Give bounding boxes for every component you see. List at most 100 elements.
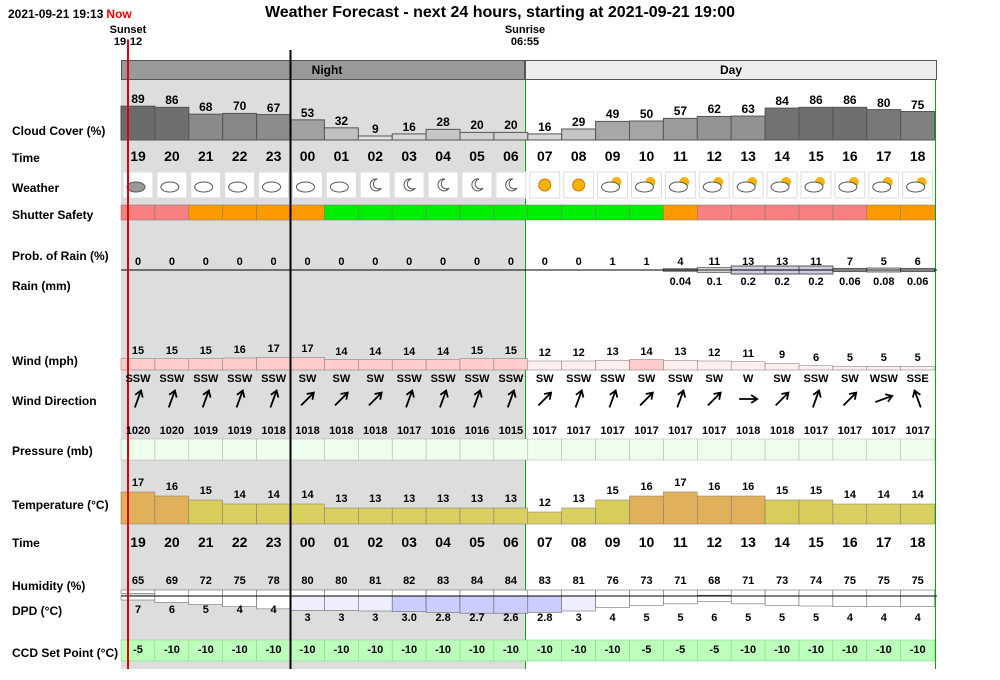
humidity-value: 81 [369,575,382,587]
hour-value: 08 [570,534,587,550]
wind-value: 15 [165,344,179,357]
temperature-value: 14 [301,489,314,501]
ccd-value: -10 [570,644,587,656]
rain-value: 0.04 [669,276,692,288]
partly-cloudy-night-icon [160,181,180,193]
dpd-value: 4 [846,612,853,624]
humidity-value: 75 [911,575,924,587]
pressure-value: 1017 [532,425,558,437]
wind-direction-value: SSW [464,373,490,385]
temperature-value: 16 [640,481,653,493]
pressure-value: 1017 [837,425,863,437]
rain-value: 0.2 [740,276,756,288]
pressure-value: 1017 [566,425,591,437]
pressure-value: 1016 [430,425,456,437]
wind-arrow-icon [235,389,246,408]
ccd-value: -10 [299,644,316,656]
hour-value: 13 [740,148,756,164]
wind-direction-value: SW [535,373,554,385]
pressure-value: 1018 [329,425,354,437]
prob-rain-value: 1 [609,256,616,268]
day-label: Day [719,63,742,77]
cloud-value: 49 [605,107,620,122]
cloud-bar [323,127,359,141]
wind-direction-value: SSW [125,373,151,385]
wind-value: 12 [538,347,551,359]
cloud-value: 29 [572,114,586,129]
night-band: Night [121,60,525,80]
partly-cloudy-night-icon [194,181,214,193]
cloud-cover-label: Cloud Cover (%) [12,124,106,138]
hour-value: 21 [198,148,214,164]
wind-direction-label: Wind Direction [12,394,97,408]
temperature-value: 14 [911,489,924,501]
cloud-value: 16 [402,119,416,134]
wind-arrow-icon [639,391,654,407]
wind-arrow-icon [842,391,858,407]
partly-cloudy-day-icon [601,181,621,193]
wind-arrow-icon [812,389,822,408]
hour-value: 17 [876,148,892,164]
hour-value: 16 [842,148,858,164]
hour-value: 05 [469,148,485,164]
hour-value: 20 [164,148,180,164]
rain-value: 0.2 [774,276,790,288]
wind-label: Wind (mph) [12,354,78,368]
dpd-value: 2.7 [469,612,485,624]
wind-arrow-icon [537,391,553,407]
prob-rain-value: 11 [708,256,721,268]
pressure-value: 1017 [871,425,897,437]
cloud-value: 28 [436,115,450,130]
temperature-value: 14 [843,489,857,501]
weather-label: Weather [12,181,60,195]
ccd-value: -10 [774,644,791,656]
humidity-value: 80 [301,575,314,587]
partly-cloudy-day-icon [770,181,790,193]
wind-value: 5 [914,352,921,365]
pressure-value: 1017 [396,425,422,437]
temperature-bar [798,499,834,525]
pressure-value: 1017 [702,425,727,437]
temperature-value: 13 [504,493,518,505]
prob-rain-value: 0 [406,256,413,268]
wind-direction-value: SW [298,373,317,385]
temperature-label: Temperature (°C) [12,498,109,512]
wind-direction-value: SSW [159,373,185,385]
temperature-value: 15 [775,485,789,497]
prob-rain-value: 4 [677,256,684,268]
pressure-value: 1017 [803,425,829,437]
temperature-value: 17 [131,477,145,489]
pressure-value: 1018 [295,425,320,437]
ccd-value: -10 [333,644,350,656]
humidity-value: 82 [403,575,416,587]
wind-arrow-icon [707,391,722,407]
weather-cell [495,171,527,199]
humidity-value: 71 [742,575,755,587]
temperature-value: 15 [606,485,619,497]
cloud-bar [256,114,292,141]
temperature-value: 13 [436,493,450,505]
wind-direction-value: SSW [261,373,287,385]
ccd-value: -10 [740,644,757,656]
wind-bar [900,366,935,371]
humidity-value: 76 [606,575,619,587]
hour-value: 15 [808,148,824,164]
time-label: Time [12,151,40,165]
hour-value: 12 [706,534,723,550]
pressure-value: 1015 [498,425,524,437]
hour-value: 11 [672,148,688,164]
temperature-value: 13 [470,493,484,505]
wind-direction-value: SSW [566,373,592,385]
pressure-cell [900,438,935,461]
pressure-value: 1020 [125,425,151,437]
humidity-value: 78 [267,575,280,587]
rain-value: 0.2 [808,276,824,288]
prob-rain-value: 0 [338,256,345,268]
humidity-value: 73 [640,575,653,587]
cloud-value: 16 [538,119,552,134]
now-label: Now [106,7,132,21]
temperature-value: 15 [199,485,212,497]
wind-value: 15 [504,344,518,357]
dpd-value: 6 [168,604,175,616]
wind-direction-value: SSW [498,373,524,385]
